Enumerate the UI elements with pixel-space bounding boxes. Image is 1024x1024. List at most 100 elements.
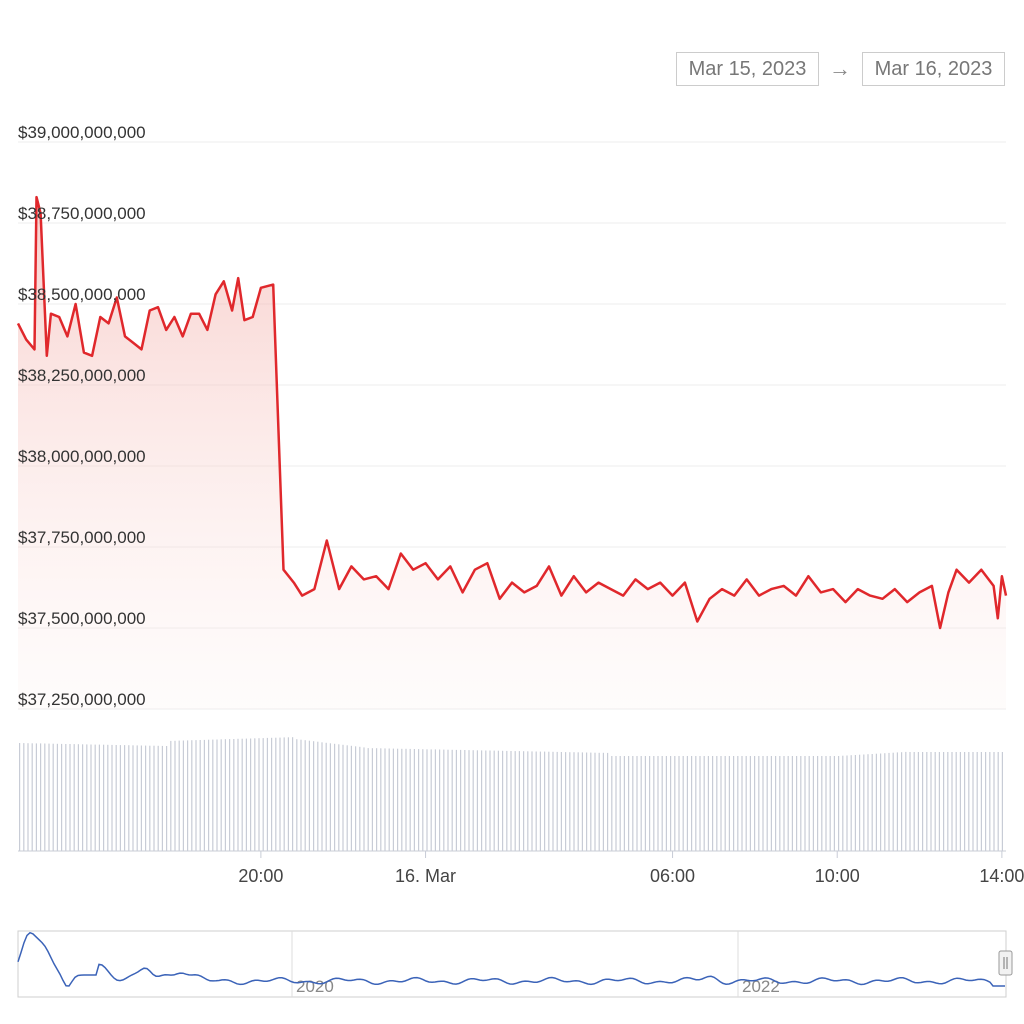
volume-bar: [850, 755, 852, 851]
volume-bar: [636, 756, 638, 851]
volume-bar: [56, 743, 58, 851]
volume-bar: [733, 756, 735, 851]
volume-bar: [350, 745, 352, 851]
volume-bar: [955, 752, 957, 851]
volume-bar: [166, 746, 168, 851]
volume-bar: [602, 752, 604, 851]
y-axis: $37,250,000,000 $37,500,000,000 $37,750,00…: [18, 123, 146, 709]
volume-bar: [737, 756, 739, 851]
volume-bar: [833, 756, 835, 851]
volume-bar: [749, 756, 751, 851]
volume-bar: [707, 756, 709, 851]
volume-bar: [678, 756, 680, 851]
volume-bar: [812, 756, 814, 851]
volume-bar: [808, 756, 810, 851]
volume-bar: [292, 737, 294, 851]
volume-bar: [384, 748, 386, 851]
volume-bar: [308, 740, 310, 851]
volume-bar: [590, 752, 592, 851]
volume-bar: [124, 745, 126, 851]
volume-bar: [258, 738, 260, 851]
volume-bar: [178, 740, 180, 851]
volume-bar: [695, 756, 697, 851]
volume-bar: [632, 756, 634, 851]
volume-bar: [481, 750, 483, 851]
volume-bar: [380, 748, 382, 851]
navigator-line: [17, 931, 1005, 987]
volume-bar: [758, 756, 760, 851]
volume-bar: [854, 755, 856, 851]
volume-bar: [892, 752, 894, 851]
volume-bar: [972, 752, 974, 851]
navigator-label-2022: 2022: [742, 977, 780, 996]
volume-bar: [44, 743, 46, 851]
y-tick-label: $37,750,000,000: [18, 528, 146, 547]
price-line: [16, 195, 1008, 630]
volume-bar: [69, 744, 71, 851]
volume-bar: [388, 748, 390, 851]
volume-bar: [598, 752, 600, 851]
volume-bar: [115, 745, 117, 851]
volume-bar: [65, 744, 67, 851]
volume-bar: [1001, 752, 1003, 851]
y-tick-label: $37,250,000,000: [18, 690, 146, 709]
volume-bar: [947, 752, 949, 851]
volume-bar: [896, 752, 898, 851]
volume-bar: [245, 738, 247, 851]
volume-bar: [817, 756, 819, 851]
volume-bar: [266, 737, 268, 851]
volume-bar: [762, 756, 764, 851]
volume-bar: [157, 745, 159, 851]
y-tick-label: $39,000,000,000: [18, 123, 146, 142]
volume-bar: [476, 750, 478, 851]
volume-bar: [321, 742, 323, 851]
volume-bar: [518, 751, 520, 851]
volume-bar: [875, 753, 877, 851]
volume-bar: [77, 744, 79, 851]
volume-bar: [82, 744, 84, 851]
volume-bar: [569, 752, 571, 851]
volume-bar: [409, 748, 411, 851]
volume-bar: [716, 756, 718, 851]
volume-bar: [728, 756, 730, 851]
volume-bar: [665, 756, 667, 851]
volume-bar: [871, 754, 873, 851]
volume-bar: [993, 752, 995, 851]
volume-bar: [191, 740, 193, 851]
volume-bar: [451, 749, 453, 851]
volume-bar: [149, 745, 151, 851]
volume-bar: [527, 751, 529, 851]
volume-bar: [250, 738, 252, 851]
volume-bar: [334, 743, 336, 851]
volume-bar: [615, 756, 617, 851]
volume-bar: [884, 753, 886, 851]
volume-bar: [220, 739, 222, 851]
volume-bar: [19, 743, 21, 851]
volume-bar: [346, 745, 348, 851]
volume-bar: [770, 756, 772, 851]
volume-bar: [132, 745, 134, 851]
volume-bar: [493, 750, 495, 851]
volume-bar: [985, 752, 987, 851]
volume-bar: [195, 740, 197, 851]
volume-bar: [422, 749, 424, 851]
volume-bar: [128, 745, 130, 851]
navigator-handle[interactable]: [998, 950, 1013, 976]
volume-bar: [560, 752, 562, 851]
range-end-input[interactable]: Mar 16, 2023: [862, 52, 1005, 86]
volume-bar: [468, 750, 470, 851]
volume-bar: [640, 756, 642, 851]
volume-bar: [838, 756, 840, 851]
volume-bar: [23, 743, 25, 851]
volume-bar: [964, 752, 966, 851]
volume-bar: [905, 751, 907, 851]
navigator-label-2020: 2020: [296, 977, 334, 996]
volume-bar: [699, 756, 701, 851]
volume-bar: [951, 752, 953, 851]
navigator-frame: [17, 930, 1007, 998]
range-start-input[interactable]: Mar 15, 2023: [676, 52, 819, 86]
volume-bar: [531, 751, 533, 851]
volume-bar: [216, 739, 218, 851]
volume-bar: [724, 756, 726, 851]
